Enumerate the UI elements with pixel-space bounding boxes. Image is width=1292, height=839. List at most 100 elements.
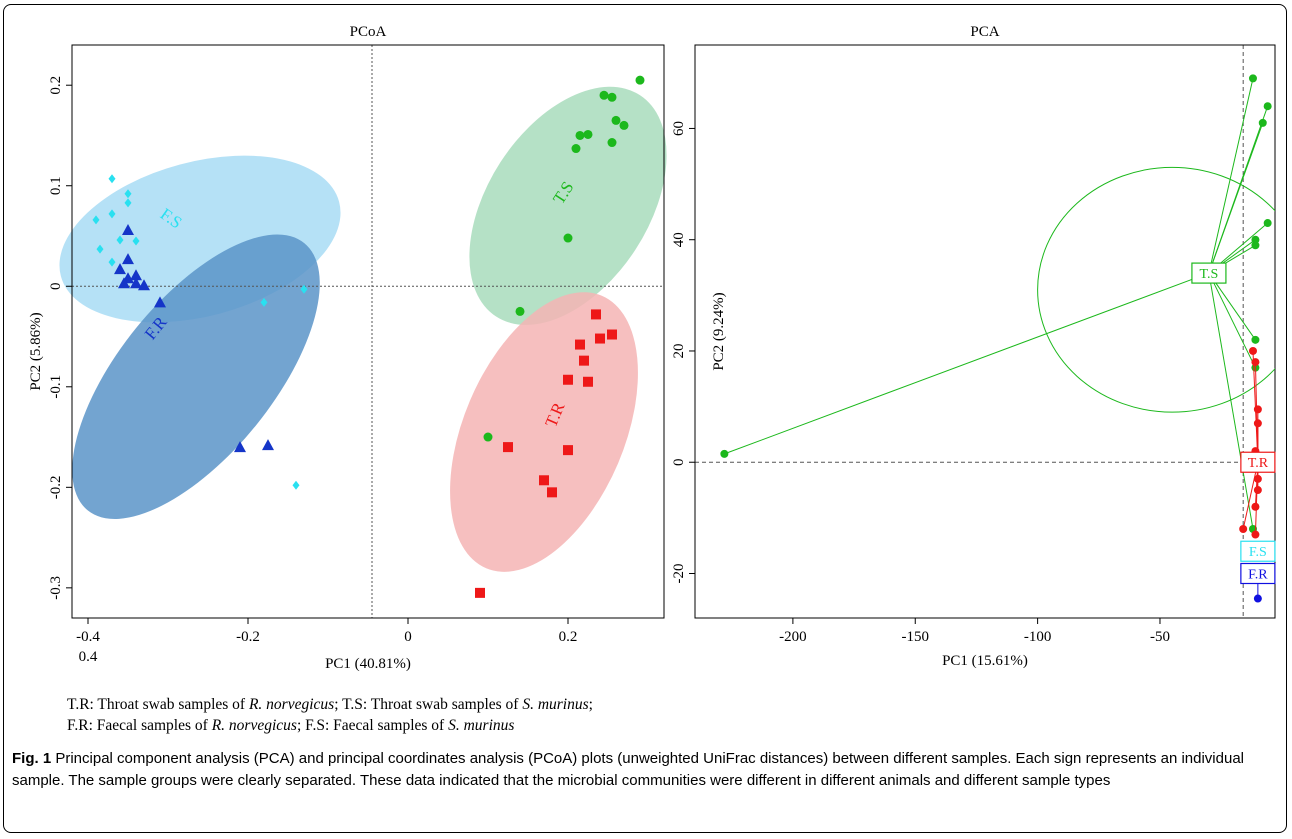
pcoa-point-fr (130, 277, 142, 289)
figure-charts: PCoA -0.4 -0.2 0 0.2 0.4 0.2 0.1 0 -0.1 -0.2 -0.3 PC… (28, 24, 1276, 672)
pcoa-point-tr (607, 329, 617, 340)
pca-spoke-ts (1208, 273, 1254, 530)
pcoa-ellipse-fr (72, 234, 320, 519)
pca-point-tr (1253, 419, 1262, 428)
pca-spoke-ts (724, 272, 1210, 455)
pcoa-point-tr (595, 333, 605, 344)
figure-caption: Fig. 1 Principal component analysis (PCA… (12, 748, 1272, 792)
pcoa-y-tick-label: -0.1 (48, 375, 64, 399)
pca-group-box-ts (1191, 262, 1227, 284)
pcoa-point-fs (96, 244, 104, 254)
pcoa-y-tick-label: 0.2 (48, 76, 64, 95)
pcoa-point-ts (575, 130, 585, 140)
pcoa-point-tr (575, 339, 585, 350)
pcoa-y-tick-label: 0 (48, 283, 64, 291)
caption-label: Fig. 1 (12, 750, 52, 767)
pca-spoke-tr (1254, 462, 1259, 535)
legend-tr-species: R. norvegicus (248, 696, 335, 713)
legend-tr-text: T.R: Throat swab samples of (67, 696, 249, 713)
pcoa-point-ts (619, 120, 629, 130)
legend-fs-species: S. murinus (448, 717, 515, 734)
pcoa-point-tr (503, 442, 513, 453)
pcoa-point-fr (130, 269, 142, 281)
pcoa-point-tr (563, 374, 573, 385)
legend-fs-text: ; F.S: Faecal samples of (296, 717, 449, 734)
pca-y-tick-label: 40 (671, 232, 687, 247)
pca-point-fr (1253, 594, 1262, 603)
pcoa-y-tick-label: 0.1 (48, 176, 64, 195)
pca-group-label-fs: F.S (1249, 545, 1267, 560)
pca-group-box-fr (1240, 562, 1276, 585)
pcoa-point-fs (300, 284, 308, 294)
pcoa-point-fs (116, 235, 124, 245)
pca-group-box-fs (1240, 540, 1276, 562)
pca-y-axis-label: PC2 (9.24%) (711, 292, 727, 370)
pcoa-point-ts (571, 144, 581, 154)
legend-fr-species: R. norvegicus (211, 717, 297, 734)
pcoa-point-ts (611, 115, 621, 125)
pca-data-layer (720, 74, 1275, 603)
pcoa-x-tick-label: -0.2 (236, 629, 260, 645)
pca-point-ts (1251, 335, 1260, 344)
pca-spoke-tr (1242, 462, 1259, 530)
pcoa-point-fr (234, 441, 246, 453)
pcoa-x-tick-label: 0.2 (559, 629, 578, 645)
pca-x-tick-label: -200 (779, 629, 807, 645)
pcoa-point-ts (483, 432, 493, 442)
pca-spoke-ts (1208, 122, 1264, 274)
pcoa-point-fr (122, 223, 134, 235)
pcoa-x-tick-label: 0 (404, 629, 412, 645)
pca-group-label-tr: T.R (1248, 456, 1269, 471)
pca-plot-frame (694, 44, 1276, 619)
legend-ts-species: S. murinus (522, 696, 589, 713)
legend-line-1: T.R: Throat swab samples of R. norvegicu… (67, 696, 593, 714)
pca-title: PCA (970, 24, 999, 40)
caption-text: Principal component analysis (PCA) and p… (12, 750, 1245, 789)
pcoa-point-fs (292, 480, 300, 490)
pcoa-x-tick-label-extra: 0.4 (79, 649, 98, 665)
pcoa-point-ts (599, 90, 609, 100)
pca-point-tr (1253, 486, 1262, 495)
pcoa-point-ts (583, 129, 593, 139)
pcoa-point-ts (635, 75, 645, 85)
pca-point-ts (720, 449, 729, 458)
pca-x-tick-label: -100 (1024, 629, 1052, 645)
pca-point-tr (1251, 358, 1260, 367)
pca-group-label-fr: F.R (1248, 567, 1268, 582)
pcoa-plot-frame (71, 44, 665, 619)
pca-spoke-ts (1208, 78, 1254, 274)
pcoa-y-axis-label: PC2 (5.86%) (28, 312, 44, 390)
legend-line1-end: ; (588, 696, 593, 713)
pca-point-tr (1251, 530, 1260, 539)
pcoa-point-fs (108, 174, 116, 184)
pcoa-point-tr (475, 587, 485, 598)
pca-point-tr (1253, 474, 1262, 483)
pcoa-point-fr (114, 263, 126, 275)
pcoa-point-fs (92, 215, 100, 225)
pca-point-ts (1263, 219, 1272, 228)
pca-y-tick-label: -20 (671, 563, 687, 583)
pcoa-point-fr (262, 439, 274, 451)
pcoa-point-ts (607, 92, 617, 102)
pcoa-point-fr (118, 277, 130, 289)
legend-fr-text: F.R: Faecal samples of (67, 717, 212, 734)
pcoa-point-ts (515, 306, 525, 316)
pca-spoke-ts (1208, 272, 1256, 368)
pcoa-point-fs (108, 257, 116, 267)
pcoa-point-tr (591, 309, 601, 320)
pca-point-ts (1251, 241, 1260, 250)
pcoa-ellipse-tr (450, 292, 638, 572)
legend-line-2: F.R: Faecal samples of R. norvegicus; F.… (67, 717, 514, 735)
pcoa-point-tr (563, 445, 573, 456)
pca-group-box-tr (1240, 451, 1276, 473)
pca-point-ts (1251, 235, 1260, 244)
pcoa-y-tick-label: -0.2 (48, 475, 64, 499)
pcoa-ellipse-ts (469, 86, 667, 325)
pca-point-ts (1258, 118, 1267, 127)
pcoa-point-fr (138, 279, 150, 291)
pcoa-title: PCoA (350, 24, 387, 40)
pca-point-ts (1248, 74, 1257, 83)
pcoa-point-tr (583, 376, 593, 387)
pca-y-tick-label: 60 (671, 121, 687, 136)
pcoa-point-tr (579, 355, 589, 366)
